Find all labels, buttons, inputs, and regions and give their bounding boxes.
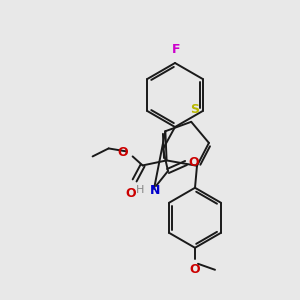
Text: O: O bbox=[125, 188, 136, 200]
Text: O: O bbox=[117, 146, 128, 159]
Text: O: O bbox=[188, 155, 199, 169]
Text: F: F bbox=[172, 43, 180, 56]
Text: O: O bbox=[190, 263, 200, 276]
Text: N: N bbox=[150, 184, 160, 196]
Text: S: S bbox=[190, 103, 199, 116]
Text: H: H bbox=[136, 185, 144, 195]
